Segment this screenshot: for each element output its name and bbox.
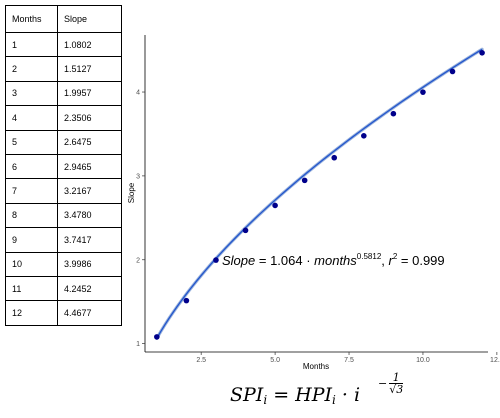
cell-months: 7 <box>5 178 58 204</box>
y-tick-label: 4 <box>136 90 140 97</box>
y-tick-label: 1 <box>136 341 140 348</box>
table-row: 8 3.4780 <box>5 202 122 229</box>
slope-table: Months Slope 1 1.0802 2 1.5127 3 1.9957 4 2.350… <box>5 5 122 326</box>
data-points <box>154 50 485 340</box>
table-header-row: Months Slope <box>5 5 122 33</box>
cell-months: 12 <box>5 300 58 326</box>
y-ticks: 1 2 3 4 <box>136 90 145 348</box>
data-point <box>361 133 367 139</box>
eq-exponent: 0.5812 <box>357 252 382 261</box>
x-tick-label: 5.0 <box>270 357 280 364</box>
cell-months: 11 <box>5 275 58 302</box>
formula-spi-sub: i <box>263 393 268 407</box>
formula-denominator: √3 <box>389 383 404 396</box>
cell-slope: 1.0802 <box>57 31 122 58</box>
cell-months: 2 <box>5 56 58 82</box>
cell-slope: 4.4677 <box>57 300 122 326</box>
data-point <box>301 177 308 184</box>
formula-minus: − <box>378 377 388 390</box>
slope-chart: 2.5 5.0 7.5 10.0 12.5 1 2 3 4 Months Slope Slop… <box>128 35 500 371</box>
table-row: 4 2.3506 <box>5 105 122 131</box>
cell-slope: 2.9465 <box>57 153 122 180</box>
table-row: 2 1.5127 <box>5 56 122 82</box>
formula-spi: SPI <box>230 384 264 406</box>
formula-main: SPIi = HPIi · i <box>230 384 360 407</box>
cell-months: 3 <box>5 80 58 107</box>
table-row: 5 2.6475 <box>5 129 122 155</box>
data-point <box>154 334 160 340</box>
cell-slope: 3.2167 <box>57 178 122 204</box>
data-point <box>331 154 338 161</box>
formula-hpi: HPI <box>295 384 333 406</box>
cell-slope: 1.5127 <box>57 56 122 82</box>
cell-months: 8 <box>5 202 58 229</box>
table-row: 11 4.2452 <box>5 275 122 302</box>
eq-r: r <box>389 253 394 268</box>
cell-months: 9 <box>5 227 58 253</box>
cell-slope: 2.3506 <box>57 105 122 131</box>
data-point <box>420 89 426 95</box>
eq-coef: = 1.064 · <box>255 253 314 268</box>
formula-fraction: 1 √3 <box>389 372 404 396</box>
data-point <box>449 68 456 75</box>
x-tick-label: 12.5 <box>490 357 500 364</box>
cell-months: 1 <box>5 31 58 58</box>
table-row: 6 2.9465 <box>5 153 122 180</box>
cell-slope: 2.6475 <box>57 129 122 155</box>
spi-formula: SPIi = HPIi · i −1 √3 <box>230 372 420 412</box>
data-point <box>479 50 485 56</box>
cell-months: 10 <box>5 251 58 277</box>
cell-slope: 4.2452 <box>57 275 122 302</box>
y-tick-label: 3 <box>136 173 140 180</box>
confidence-band <box>155 47 484 340</box>
table-row: 3 1.9957 <box>5 80 122 107</box>
formula-numerator: 1 <box>389 372 404 384</box>
eq-r-exp: 2 <box>393 252 398 261</box>
table-row: 1 1.0802 <box>5 31 122 58</box>
cell-months: 4 <box>5 105 58 131</box>
formula-base-i: · i <box>335 384 361 406</box>
header-months: Months <box>5 5 58 33</box>
axes <box>144 35 488 353</box>
data-point <box>242 227 249 234</box>
cell-slope: 3.9986 <box>57 251 122 277</box>
data-point <box>390 110 397 117</box>
header-slope: Slope <box>57 5 122 33</box>
y-axis-title: Slope <box>128 182 136 203</box>
data-point <box>272 202 278 209</box>
cell-months: 5 <box>5 129 58 155</box>
cell-months: 6 <box>5 153 58 180</box>
eq-var: months <box>314 253 357 268</box>
x-tick-label: 7.5 <box>344 357 354 364</box>
y-tick-label: 2 <box>136 257 140 264</box>
fit-line <box>156 48 483 339</box>
formula-hpi-sub: i <box>332 393 336 407</box>
x-tick-label: 10.0 <box>416 357 430 364</box>
table-row: 9 3.7417 <box>5 227 122 253</box>
eq-comma: , <box>381 253 388 268</box>
table-row: 7 3.2167 <box>5 178 122 204</box>
x-ticks: 2.5 5.0 7.5 10.0 12.5 <box>196 352 500 364</box>
table-row: 12 4.4677 <box>5 300 122 326</box>
fit-equation: Slope = 1.064 · months0.5812, r2 = 0.999 <box>222 252 445 268</box>
formula-exponent: −1 √3 <box>378 372 404 396</box>
data-point <box>213 257 219 263</box>
cell-slope: 3.4780 <box>57 202 122 229</box>
x-tick-label: 2.5 <box>196 357 206 364</box>
x-axis-title: Months <box>303 362 329 371</box>
table-row: 10 3.9986 <box>5 251 122 277</box>
formula-equals: = <box>267 384 296 406</box>
eq-r-value: = 0.999 <box>397 253 444 268</box>
eq-slope: Slope <box>222 253 255 268</box>
cell-slope: 3.7417 <box>57 227 122 253</box>
cell-slope: 1.9957 <box>57 80 122 107</box>
data-point <box>183 297 190 304</box>
